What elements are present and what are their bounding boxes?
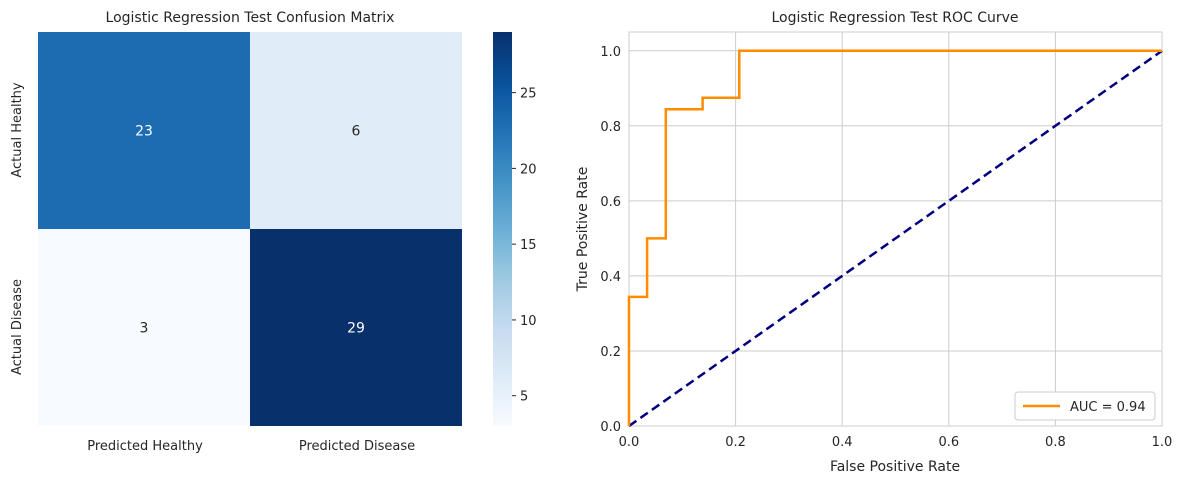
colorbar-tick-label: 20 xyxy=(520,162,537,177)
roc-x-axis-label: False Positive Rate xyxy=(830,459,960,475)
roc-y-tick-label: 0.0 xyxy=(600,420,621,435)
roc-y-tick-label: 0.2 xyxy=(600,345,621,360)
col-label-predicted-healthy: Predicted Healthy xyxy=(87,439,203,454)
heatmap-cells: 23 6 3 29 xyxy=(38,32,462,426)
roc-y-tick-label: 1.0 xyxy=(600,45,621,60)
roc-x-tick-label: 0.2 xyxy=(725,435,746,450)
heatmap-cell-label: 3 xyxy=(140,321,149,337)
roc-x-tick-label: 0.4 xyxy=(832,435,853,450)
row-label-actual-healthy: Actual Healthy xyxy=(10,82,25,178)
heatmap-cell xyxy=(38,229,250,426)
chance-diagonal-series xyxy=(628,49,1163,428)
roc-legend: AUC = 0.94 xyxy=(1014,391,1156,421)
roc-y-tick-label: 0.6 xyxy=(600,195,621,210)
colorbar-tick-label: 5 xyxy=(520,390,528,405)
roc-y-tick-label: 0.8 xyxy=(600,120,621,135)
heatmap-title: Logistic Regression Test Confusion Matri… xyxy=(106,10,395,26)
heatmap-cell xyxy=(250,229,462,426)
roc-ticks: 0.0 0.2 0.4 0.6 0.8 1.0 0.0 0.2 0.4 0.6 0.8 1.0 xyxy=(600,45,1172,450)
colorbar-tick-label: 25 xyxy=(520,87,537,102)
roc-panel: Logistic Regression Test ROC Curve 0.0 0.… xyxy=(575,10,1172,475)
heatmap-cell xyxy=(38,32,250,229)
roc-x-tick-label: 0.8 xyxy=(1045,435,1066,450)
colorbar: 5 10 15 20 25 xyxy=(493,32,537,426)
roc-x-tick-label: 0.6 xyxy=(938,435,959,450)
roc-legend-label: AUC = 0.94 xyxy=(1070,400,1146,415)
row-label-actual-disease: Actual Disease xyxy=(10,279,25,375)
roc-x-tick-label: 1.0 xyxy=(1152,435,1173,450)
roc-legend-box xyxy=(1014,391,1156,421)
colorbar-tick-label: 10 xyxy=(520,314,537,329)
roc-title: Logistic Regression Test ROC Curve xyxy=(771,10,1018,26)
roc-plot-area xyxy=(628,31,1163,427)
heatmap-cell-label: 23 xyxy=(135,124,153,140)
confusion-matrix-panel: Logistic Regression Test Confusion Matri… xyxy=(10,10,537,454)
heatmap-cell xyxy=(250,32,462,229)
heatmap-cell-label: 6 xyxy=(352,124,361,140)
roc-lines xyxy=(627,49,1163,428)
colorbar-tick-label: 15 xyxy=(520,238,537,253)
roc-y-tick-label: 0.4 xyxy=(600,270,621,285)
colorbar-gradient xyxy=(493,32,512,426)
col-label-predicted-disease: Predicted Disease xyxy=(299,439,415,454)
roc-curve-series xyxy=(627,49,1162,426)
heatmap-cell-label: 29 xyxy=(347,321,365,337)
roc-x-tick-label: 0.0 xyxy=(619,435,640,450)
roc-y-axis-label: True Positive Rate xyxy=(575,167,591,293)
